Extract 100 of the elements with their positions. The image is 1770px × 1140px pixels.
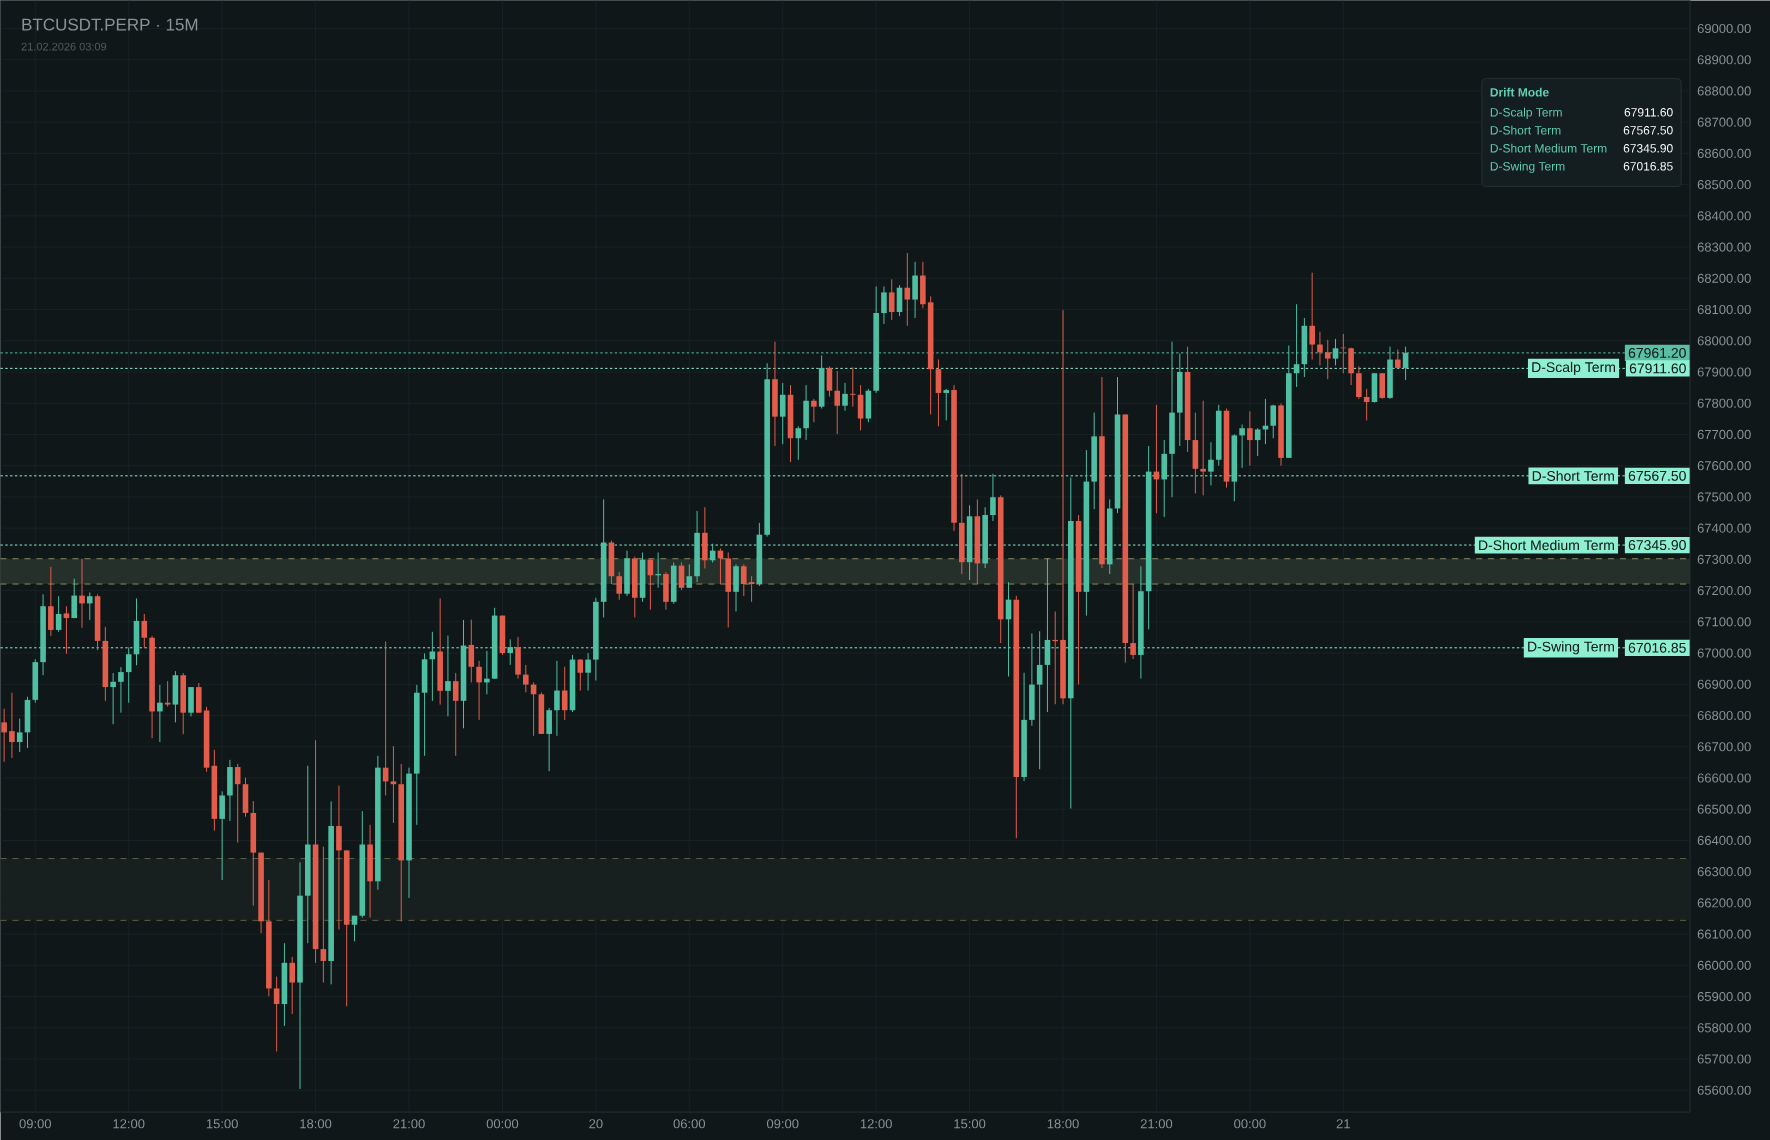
candlestick — [740, 563, 747, 597]
y-tick-label: 68600.00 — [1697, 148, 1751, 158]
text: 21.02.2026 03:09 — [21, 42, 107, 51]
y-tick-label: 68900.00 — [1697, 55, 1751, 65]
candlestick — [990, 473, 996, 522]
candlestick — [811, 398, 817, 423]
candlestick — [857, 384, 864, 431]
y-tick-label: 68100.00 — [1697, 304, 1751, 315]
x-tick-label: 06:00 — [673, 1119, 706, 1129]
text: 67345.90 — [1623, 143, 1673, 153]
ref-line-label: D-Short Medium Term — [1479, 539, 1614, 551]
y-tick-label: 68300.00 — [1697, 242, 1751, 252]
candlestick — [71, 578, 78, 619]
candlestick — [55, 595, 62, 633]
y-tick-label: 65800.00 — [1697, 1023, 1751, 1033]
candlestick — [125, 646, 132, 704]
y-tick-label: 67500.00 — [1697, 492, 1751, 502]
y-tick-label: 67800.00 — [1697, 398, 1751, 408]
candlestick — [110, 672, 116, 725]
legend-title: Drift Mode — [1490, 87, 1549, 97]
candlestick — [748, 575, 755, 603]
ref-line-label: D-Swing Term — [1528, 641, 1614, 655]
candlestick — [289, 956, 296, 1015]
y-tick-label: 68000.00 — [1697, 336, 1751, 346]
y-tick-label: 68400.00 — [1697, 211, 1751, 221]
candlestick — [79, 558, 85, 629]
candlestick — [63, 605, 70, 655]
y-tick-label: 65600.00 — [1697, 1085, 1751, 1095]
candlestick — [1309, 272, 1315, 360]
x-tick-label: 09:00 — [766, 1119, 799, 1129]
text: 67911.60 — [1624, 107, 1673, 117]
x-tick-label: 18:00 — [300, 1119, 332, 1129]
candlestick — [546, 707, 552, 772]
x-tick-label: 21 — [1336, 1119, 1350, 1129]
annotation: 67961.20 — [1628, 347, 1686, 358]
text: 67567.50 — [1623, 125, 1673, 135]
candlestick — [779, 382, 786, 445]
candlestick — [1270, 404, 1277, 439]
candlestick — [219, 790, 225, 881]
x-tick-label: 09:00 — [19, 1119, 52, 1129]
y-tick-label: 66100.00 — [1697, 929, 1751, 939]
candlestick — [390, 745, 397, 824]
candlestick — [1254, 427, 1261, 457]
candlestick — [686, 563, 693, 589]
candlestick — [1036, 630, 1043, 770]
y-tick-label: 66800.00 — [1697, 710, 1751, 721]
candlestick — [320, 846, 327, 983]
x-tick-label: 12:00 — [113, 1119, 145, 1129]
candlestick — [429, 631, 436, 702]
annotation: 67016.85 — [1628, 642, 1686, 653]
candlestick — [935, 358, 942, 427]
y-tick-label: 67100.00 — [1697, 617, 1751, 627]
x-tick-label: 21:00 — [393, 1119, 425, 1129]
candlestick — [118, 666, 124, 714]
candlestick — [849, 366, 856, 408]
candlestick — [16, 718, 23, 753]
x-tick-label: 15:00 — [954, 1119, 986, 1129]
candlestick — [1324, 339, 1331, 380]
candlestick — [1247, 410, 1253, 467]
y-tick-label: 67600.00 — [1697, 461, 1751, 471]
candlestick — [468, 619, 475, 683]
y-tick-label: 67900.00 — [1697, 367, 1751, 377]
text: 67016.85 — [1623, 161, 1673, 171]
candlestick — [234, 763, 241, 844]
y-tick-label: 66400.00 — [1697, 835, 1751, 845]
y-tick-label: 66300.00 — [1697, 867, 1751, 877]
candlestick — [141, 613, 148, 648]
candlestick — [561, 666, 568, 721]
y-tick-label: 66000.00 — [1697, 960, 1751, 970]
candlestick — [1317, 331, 1323, 366]
candlestick — [834, 370, 841, 435]
y-tick-label: 68700.00 — [1697, 117, 1751, 127]
y-tick-label: 67700.00 — [1697, 429, 1751, 440]
y-tick-label: 69000.00 — [1697, 23, 1751, 34]
y-tick-label: 67300.00 — [1697, 554, 1751, 564]
x-tick-label: 00:00 — [1234, 1119, 1266, 1129]
candlestick — [616, 571, 623, 601]
candlestick — [48, 566, 54, 637]
candlestick — [1395, 348, 1401, 370]
annotation: 67345.90 — [1628, 540, 1686, 550]
candlestick — [554, 660, 560, 737]
text: BTCUSDT.PERP · 15M — [22, 18, 198, 31]
x-tick-label: 18:00 — [1047, 1119, 1079, 1129]
y-tick-label: 66700.00 — [1697, 742, 1751, 752]
candlestick — [1239, 423, 1245, 469]
candlestick — [164, 680, 171, 707]
candlestick — [1, 708, 7, 763]
x-tick-label: 20 — [589, 1119, 603, 1129]
candlestick — [842, 382, 848, 412]
x-tick-label: 00:00 — [486, 1119, 519, 1129]
y-tick-label: 68800.00 — [1697, 86, 1751, 96]
candlestick — [585, 652, 591, 691]
y-tick-label: 66600.00 — [1697, 773, 1751, 783]
candlestick — [1356, 365, 1362, 400]
candlestick — [445, 635, 451, 717]
candlestick — [888, 278, 895, 321]
y-tick-label: 65700.00 — [1697, 1054, 1751, 1064]
y-tick-label: 65900.00 — [1697, 991, 1751, 1002]
y-tick-label: 68200.00 — [1697, 273, 1751, 283]
candlestick — [795, 425, 802, 461]
